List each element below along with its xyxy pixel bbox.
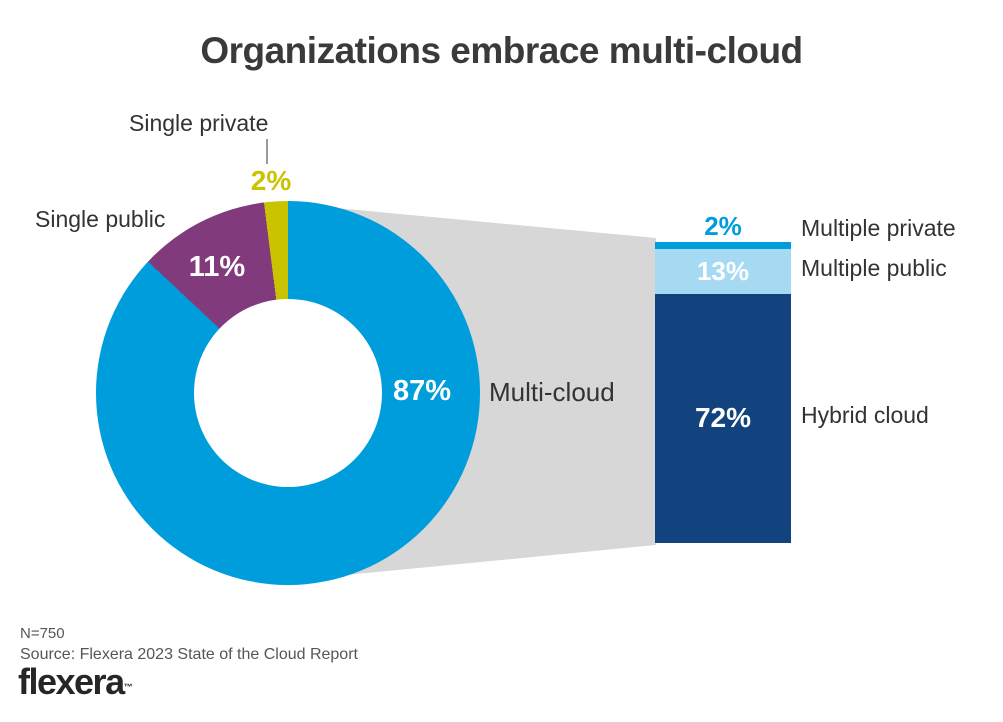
chart-title: Organizations embrace multi-cloud	[200, 30, 803, 71]
callout-line	[266, 139, 268, 164]
bar-segment	[655, 242, 791, 249]
label-multi-cloud: Multi-cloud	[489, 377, 615, 407]
value-multi-cloud: 87%	[392, 375, 452, 407]
source-note: Source: Flexera 2023 State of the Cloud …	[20, 646, 358, 663]
trademark-symbol: ™	[123, 682, 133, 692]
value-single-public: 11%	[188, 251, 246, 283]
label-hybrid-cloud: Hybrid cloud	[801, 402, 929, 428]
stacked-bar: 13% 72%	[655, 242, 791, 544]
label-single-public: Single public	[35, 206, 166, 232]
value-multiple-private: 2%	[704, 211, 742, 241]
flexera-logo-text: flexera	[18, 661, 125, 702]
value-hybrid-cloud: 72%	[694, 402, 752, 434]
donut-hole	[194, 299, 382, 487]
value-multiple-public: 13%	[696, 255, 750, 286]
sample-size-note: N=750	[20, 625, 65, 642]
value-single-private: 2%	[250, 165, 292, 196]
label-multiple-private: Multiple private	[801, 215, 956, 241]
bar-segment: 13%	[655, 248, 791, 294]
bar-segment: 72%	[655, 293, 791, 544]
label-single-private: Single private	[129, 110, 269, 136]
flexera-logo: flexera™	[18, 661, 133, 703]
label-multiple-public: Multiple public	[801, 255, 947, 281]
